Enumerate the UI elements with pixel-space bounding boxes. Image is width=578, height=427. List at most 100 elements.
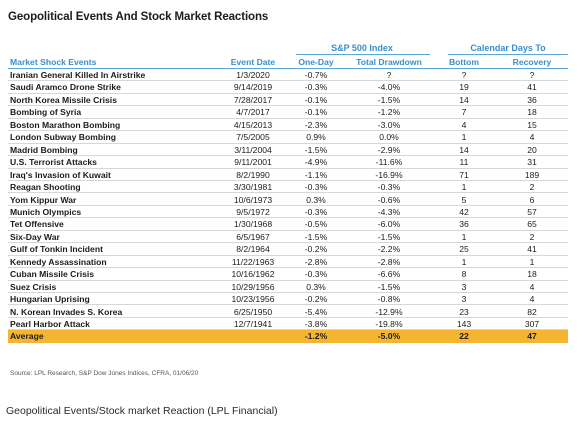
cell-recovery: 2	[529, 231, 535, 242]
cell-recovery: 307	[524, 319, 540, 329]
cell-date: 7/5/2005	[236, 132, 270, 143]
cell-one-day: -0.3%	[304, 206, 328, 217]
cell-one-day: -2.8%	[304, 256, 328, 267]
cell-one-day: -5.4%	[304, 306, 328, 317]
cell-bottom: 4	[461, 119, 467, 130]
cell-bottom: 42	[459, 206, 469, 217]
column-header-recovery: Recovery	[512, 57, 552, 67]
source-note: Source: LPL Research, S&P Dow Jones Indi…	[10, 370, 199, 377]
table-row: Cuban Missile Crisis 10/16/1962 -0.3% -6.6%…	[8, 268, 568, 281]
cell-recovery: 4	[529, 294, 535, 305]
table-row: Kennedy Assassination 11/22/1963 -2.8% -2.8…	[8, 256, 568, 269]
cell-drawdown: -2.2%	[377, 244, 401, 255]
cell-one-day: -0.2%	[304, 244, 328, 255]
cell-drawdown: -2.9%	[377, 144, 401, 155]
cell-event: Six-Day War	[10, 231, 60, 242]
table-row: Suez Crisis 10/29/1956 0.3% -1.5% 3 4	[8, 281, 568, 294]
cell-drawdown: ?	[386, 70, 392, 80]
table-row: U.S. Terrorist Attacks 9/11/2001 -4.9% -11.…	[8, 156, 568, 169]
table-row: Reagan Shooting 3/30/1981 -0.3% -0.3% 1 2	[8, 181, 568, 194]
cell-date: 10/23/1956	[231, 294, 275, 305]
cell-event: Tet Offensive	[10, 219, 64, 230]
cell-bottom: 25	[459, 244, 469, 255]
cell-bottom: 71	[459, 169, 469, 180]
column-header-event: Market Shock Events	[10, 57, 97, 67]
table-row: Hungarian Uprising 10/23/1956 -0.2% -0.8% 3 4	[8, 293, 568, 306]
cell-bottom: 143	[456, 319, 472, 329]
cell-recovery: 36	[527, 94, 537, 105]
cell-recovery: 82	[527, 306, 537, 317]
cell-one-day: -0.2%	[304, 294, 328, 305]
cell-one-day: -0.5%	[304, 219, 328, 230]
cell-one-day: -0.3%	[304, 269, 328, 280]
cell-bottom: 7	[461, 107, 467, 118]
cell-drawdown: -3.0%	[377, 119, 401, 130]
cell-bottom: 3	[461, 281, 467, 292]
cell-event: Cuban Missile Crisis	[10, 269, 95, 280]
cell-drawdown: -11.6%	[375, 157, 403, 168]
cell-date: 8/2/1990	[236, 169, 270, 180]
cell-date: 6/25/1950	[233, 306, 273, 317]
cell-bottom: ?	[461, 70, 467, 80]
cell-one-day: -0.7%	[304, 70, 328, 80]
cell-one-day: -0.1%	[304, 94, 328, 105]
cell-drawdown: -4.0%	[377, 82, 401, 93]
cell-recovery: 4	[529, 281, 535, 292]
cell-event: Suez Crisis	[10, 281, 57, 292]
cell-recovery: 2	[529, 182, 535, 193]
cell-date: 1/3/2020	[236, 70, 270, 80]
table-row: Pearl Harbor Attack 12/7/1941 -3.8% -19.8% 1…	[8, 318, 568, 331]
cell-drawdown: -6.0%	[377, 219, 401, 230]
cell-bottom: 14	[459, 144, 469, 155]
cell-event: Hungarian Uprising	[10, 294, 90, 305]
table-title: Geopolitical Events And Stock Market Rea…	[8, 11, 269, 23]
cell-drawdown: -16.9%	[375, 169, 403, 180]
table-row: N. Korean Invades S. Korea 6/25/1950 -5.4%…	[8, 306, 568, 318]
sp500-group-header: S&P 500 Index	[331, 43, 393, 53]
cell-event: Munich Olympics	[10, 206, 82, 217]
table-row: Iranian General Killed In Airstrike 1/3/2…	[8, 69, 568, 82]
cell-bottom: 11	[459, 157, 469, 168]
cell-date: 3/11/2004	[234, 144, 272, 155]
cell-recovery: 189	[524, 169, 540, 180]
cell-date: 9/14/2019	[233, 82, 273, 93]
cell-date: 3/30/1981	[233, 182, 273, 193]
cell-date: 7/28/2017	[233, 94, 273, 105]
cell-recovery: 6	[529, 194, 535, 205]
cell-drawdown: -0.8%	[377, 294, 401, 305]
average-row: Average -1.2% -5.0% 22 47	[8, 330, 568, 343]
cell-bottom: 22	[459, 331, 469, 342]
cell-date: 10/16/1962	[231, 269, 275, 280]
cell-date: 12/7/1941	[233, 319, 273, 329]
cell-one-day: -2.3%	[304, 119, 328, 130]
cell-drawdown: -5.0%	[377, 331, 401, 342]
cell-drawdown: -4.3%	[377, 206, 401, 217]
cell-drawdown: -12.9%	[375, 306, 403, 317]
cell-event: Boston Marathon Bombing	[10, 119, 121, 130]
cell-bottom: 1	[461, 256, 467, 267]
cell-event: Gulf of Tonkin Incident	[10, 244, 103, 255]
table-row: Yom Kippur War 10/6/1973 0.3% -0.6% 5 6	[8, 194, 568, 206]
cell-recovery: 18	[527, 107, 537, 118]
cell-one-day: 0.3%	[306, 194, 326, 205]
cell-one-day: -1.5%	[304, 144, 328, 155]
table-row: Saudi Aramco Drone Strike 9/14/2019 -0.3% -…	[8, 81, 568, 94]
cell-recovery: 41	[527, 244, 537, 255]
cell-event: Kennedy Assassination	[10, 256, 107, 267]
calendar-group-underline	[448, 54, 568, 55]
cell-drawdown: -1.5%	[377, 94, 401, 105]
cell-one-day: -1.5%	[304, 231, 328, 242]
cell-event: Yom Kippur War	[10, 194, 77, 205]
cell-one-day: -4.9%	[304, 157, 328, 168]
cell-one-day: -3.8%	[304, 319, 328, 329]
cell-bottom: 14	[459, 94, 469, 105]
table-row: Tet Offensive 1/30/1968 -0.5% -6.0% 36 65	[8, 218, 568, 231]
cell-drawdown: -1.2%	[377, 107, 401, 118]
cell-date: 9/11/2001	[234, 157, 272, 168]
cell-recovery: 65	[527, 219, 537, 230]
cell-one-day: -0.3%	[304, 82, 328, 93]
column-header-one-day: One-Day	[298, 57, 334, 67]
cell-drawdown: 0.0%	[379, 132, 399, 143]
cell-one-day: -1.2%	[304, 331, 328, 342]
column-header-bottom: Bottom	[448, 57, 480, 67]
